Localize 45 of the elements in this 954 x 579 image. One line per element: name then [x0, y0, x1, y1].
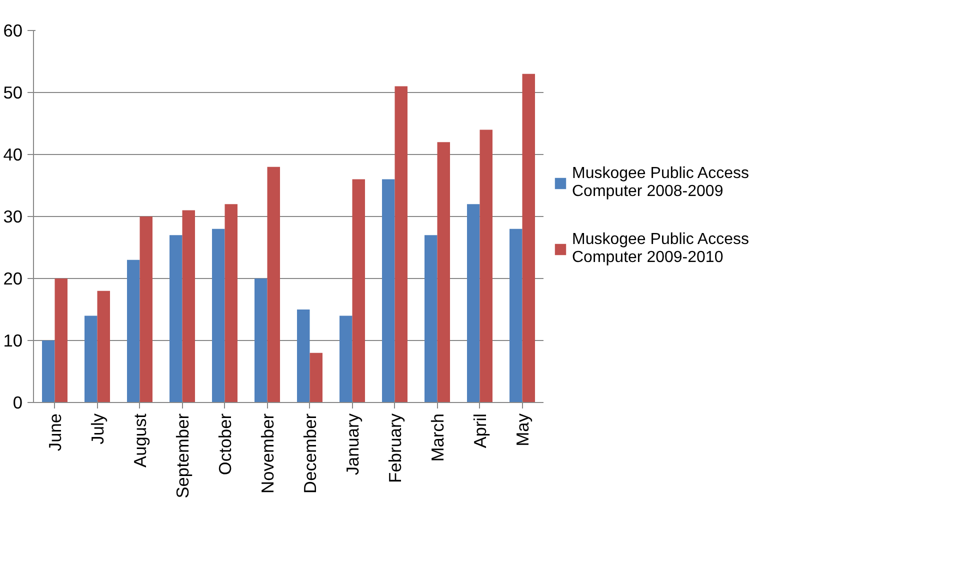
bar	[84, 316, 98, 402]
bar	[182, 210, 195, 402]
x-tick-label: March	[427, 413, 448, 462]
legend-label: Muskogee Public Access Computer 2009-2010	[572, 231, 749, 267]
x-tick-label: August	[130, 413, 150, 468]
bar	[170, 235, 182, 402]
x-tick-label: December	[300, 413, 320, 494]
x-tick-label: April	[470, 413, 490, 448]
bar	[224, 204, 238, 402]
legend-label: Muskogee Public Access Computer 2008-2009	[572, 165, 749, 201]
bar	[394, 86, 408, 402]
bar	[97, 290, 110, 402]
bar	[340, 316, 352, 402]
bar	[510, 228, 522, 402]
y-tick-label: 0	[12, 392, 23, 412]
y-tick-label: 10	[3, 330, 23, 350]
x-tick-label: July	[87, 413, 108, 444]
y-tick-label: 60	[3, 20, 23, 40]
bar	[140, 216, 152, 402]
y-tick-label: 50	[3, 82, 23, 102]
bar	[437, 142, 450, 402]
bar	[297, 310, 310, 402]
x-tick-label: October	[214, 413, 235, 476]
y-tick-label: 20	[3, 268, 23, 288]
bar	[310, 352, 322, 402]
bar	[424, 235, 438, 402]
bar	[267, 166, 280, 402]
x-tick-label: February	[384, 413, 405, 483]
x-tick-label: November	[257, 413, 278, 494]
bar	[212, 228, 225, 402]
bar	[352, 179, 365, 402]
bar	[480, 130, 492, 402]
x-tick-label: January	[342, 413, 362, 476]
x-tick-label: September	[172, 413, 192, 498]
y-tick-label: 30	[3, 206, 23, 226]
y-tick-label: 40	[3, 144, 23, 164]
bar	[54, 278, 68, 402]
bar	[382, 179, 395, 402]
bar	[522, 74, 535, 402]
x-tick-label: May	[512, 413, 532, 446]
bar	[127, 260, 140, 402]
bar	[42, 340, 55, 402]
x-tick-label: June	[44, 413, 65, 452]
bar	[467, 204, 480, 402]
bar	[254, 278, 268, 402]
